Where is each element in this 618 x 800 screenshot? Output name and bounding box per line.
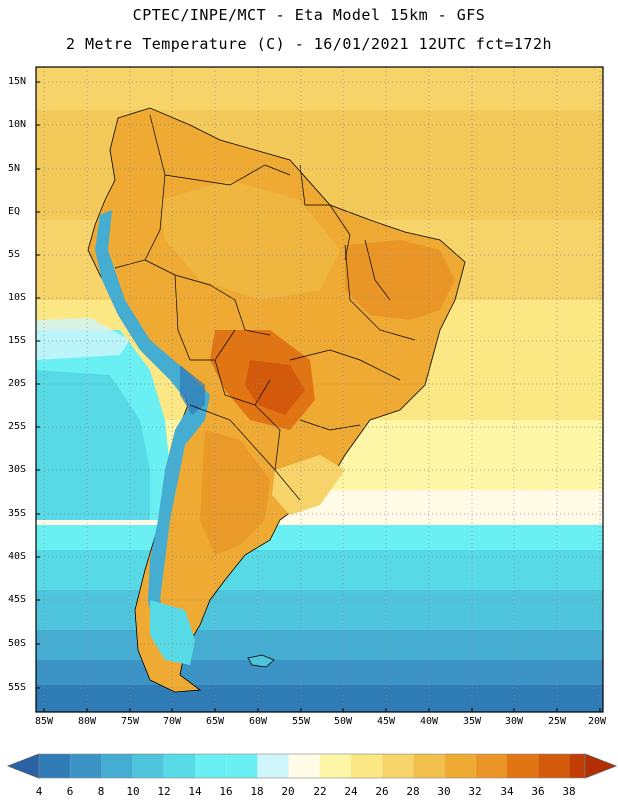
land-mild-south-brazil bbox=[272, 455, 345, 515]
lat-label: 35S bbox=[8, 508, 27, 519]
lat-label: 30S bbox=[8, 464, 27, 475]
colorbar-label: 26 bbox=[375, 785, 389, 798]
colorbar-seg-7 bbox=[257, 754, 289, 778]
ocean-band-polar-deep bbox=[36, 685, 603, 712]
lon-label: 60W bbox=[248, 716, 268, 727]
falkland-islands bbox=[247, 654, 275, 668]
lat-label: 10S bbox=[8, 292, 27, 303]
colorbar-over-arrow bbox=[584, 753, 618, 779]
colorbar-label: 10 bbox=[126, 785, 140, 798]
lat-label: 25S bbox=[8, 421, 27, 432]
colorbar-seg-3 bbox=[132, 754, 164, 778]
colorbar-label: 16 bbox=[219, 785, 233, 798]
country-borders bbox=[114, 114, 416, 501]
colorbar-label: 24 bbox=[344, 785, 358, 798]
title-line-2: 2 Metre Temperature (C) - 16/01/2021 12U… bbox=[65, 35, 553, 53]
pacific-cool-water bbox=[36, 370, 150, 520]
lat-label: 5N bbox=[8, 163, 21, 174]
land-hottest-chaco bbox=[245, 360, 305, 415]
colorbar-seg-14 bbox=[475, 754, 507, 778]
colorbar-seg-2 bbox=[101, 754, 133, 778]
colorbar-label: 18 bbox=[250, 785, 264, 798]
andes-cold-strip bbox=[95, 210, 210, 635]
lon-label: 65W bbox=[205, 716, 225, 727]
colorbar-seg-4 bbox=[163, 754, 195, 778]
ocean-band-subpolar bbox=[36, 630, 603, 660]
land-hot-northeast bbox=[345, 240, 455, 320]
colorbar-seg-16 bbox=[538, 754, 570, 778]
land-hot-argentina bbox=[200, 430, 270, 555]
colorbar-label: 14 bbox=[188, 785, 202, 798]
lon-label: 85W bbox=[34, 716, 54, 727]
colorbar-seg-12 bbox=[413, 754, 445, 778]
colorbar-seg-13 bbox=[444, 754, 476, 778]
colorbar-seg-15 bbox=[507, 754, 539, 778]
patagonia-cool bbox=[150, 600, 195, 665]
lat-label: 20S bbox=[8, 378, 27, 389]
colorbar-under-arrow bbox=[6, 753, 40, 779]
lat-label: EQ bbox=[8, 206, 21, 217]
ocean-band-colder bbox=[36, 590, 603, 630]
lat-label: 10N bbox=[8, 119, 27, 130]
colorbar-label: 28 bbox=[406, 785, 420, 798]
colorbar-label: 32 bbox=[468, 785, 482, 798]
colorbar-seg-9 bbox=[319, 754, 351, 778]
ocean-band-cool bbox=[36, 525, 603, 550]
colorbar-label: 38 bbox=[562, 785, 576, 798]
lon-label: 35W bbox=[462, 716, 482, 727]
colorbar-seg-0 bbox=[39, 754, 71, 778]
colorbar-label: 34 bbox=[500, 785, 514, 798]
color-bar bbox=[6, 753, 618, 779]
colorbar-seg-6 bbox=[226, 754, 258, 778]
lon-label: 20W bbox=[587, 716, 607, 727]
colorbar-label: 4 bbox=[35, 785, 43, 798]
colorbar-label: 30 bbox=[437, 785, 451, 798]
colorbar-label: 12 bbox=[157, 785, 171, 798]
colorbar-label: 22 bbox=[313, 785, 327, 798]
pacific-mild-water bbox=[36, 318, 130, 360]
lat-label: 15N bbox=[8, 76, 27, 87]
colorbar-seg-8 bbox=[288, 754, 320, 778]
lon-label: 75W bbox=[120, 716, 140, 727]
colorbar-label: 36 bbox=[531, 785, 545, 798]
colorbar-seg-1 bbox=[70, 754, 102, 778]
colorbar-label: 6 bbox=[66, 785, 74, 798]
colorbar-seg-17 bbox=[569, 754, 585, 778]
lat-label: 45S bbox=[8, 594, 27, 605]
andes-colder-peaks bbox=[180, 365, 205, 415]
graticule-lines bbox=[36, 67, 603, 712]
axis-ticks bbox=[36, 81, 601, 712]
lat-label: 40S bbox=[8, 551, 27, 562]
lat-label: 5S bbox=[8, 249, 21, 260]
ocean-band-polar bbox=[36, 660, 603, 685]
lon-label: 45W bbox=[376, 716, 396, 727]
lon-label: 40W bbox=[419, 716, 439, 727]
map-frame bbox=[35, 66, 604, 713]
lat-label: 50S bbox=[8, 638, 27, 649]
colorbar-seg-11 bbox=[382, 754, 414, 778]
lon-label: 30W bbox=[504, 716, 524, 727]
colorbar-label: 8 bbox=[97, 785, 105, 798]
lat-label: 15S bbox=[8, 335, 27, 346]
colorbar-label: 20 bbox=[281, 785, 295, 798]
lon-label: 25W bbox=[547, 716, 567, 727]
lon-label: 70W bbox=[162, 716, 182, 727]
colorbar-seg-5 bbox=[195, 754, 227, 778]
lat-label: 55S bbox=[8, 682, 27, 693]
land-hot-amazon bbox=[160, 180, 340, 300]
colorbar-seg-10 bbox=[351, 754, 383, 778]
lon-label: 50W bbox=[333, 716, 353, 727]
lon-label: 55W bbox=[291, 716, 311, 727]
lon-label: 80W bbox=[77, 716, 97, 727]
ocean-band-cold bbox=[36, 550, 603, 590]
title-line-1: CPTEC/INPE/MCT - Eta Model 15km - GFS bbox=[132, 6, 486, 24]
